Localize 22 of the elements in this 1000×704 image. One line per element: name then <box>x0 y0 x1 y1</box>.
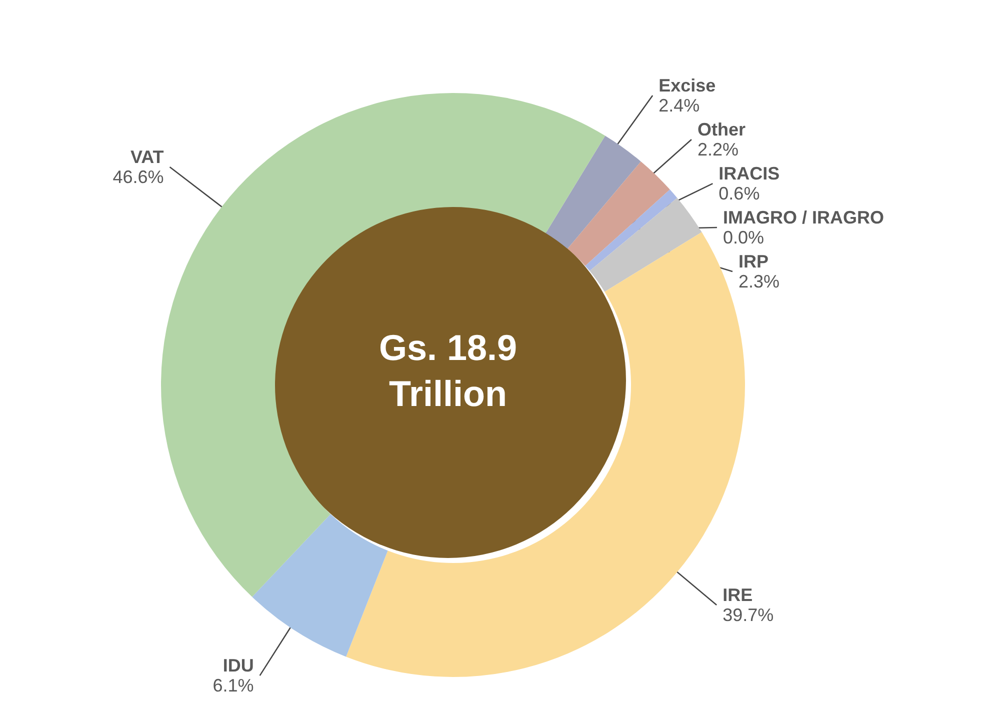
legend-label: IMAGRO / IRAGRO <box>722 208 884 228</box>
text: 0.0% <box>722 228 764 248</box>
slice-label: Excise <box>658 76 716 96</box>
donut-slice <box>590 198 702 292</box>
text: Gs. 18.9 Trillion <box>378 327 518 414</box>
data-label: 2.4% <box>658 96 700 116</box>
slice-label: Other <box>697 120 746 140</box>
slice-label: VAT <box>130 147 164 167</box>
slice-label: IDU <box>222 656 254 676</box>
slice-label: IRE <box>722 585 753 606</box>
data-label: 2.2% <box>697 140 738 160</box>
slice-label: IRP <box>738 252 769 272</box>
data-label: 2.3% <box>738 272 780 292</box>
data-label: 6.1% <box>212 676 254 696</box>
data-label: 0.6% <box>718 184 760 204</box>
donut-slice <box>585 190 678 271</box>
donut-slice <box>546 136 641 249</box>
donut-slice <box>252 514 388 657</box>
data-label: 46.6% <box>112 167 164 187</box>
data-label: 39.7% <box>722 605 774 626</box>
donut-slice <box>568 161 670 266</box>
slice-label: IRACIS <box>718 164 780 184</box>
